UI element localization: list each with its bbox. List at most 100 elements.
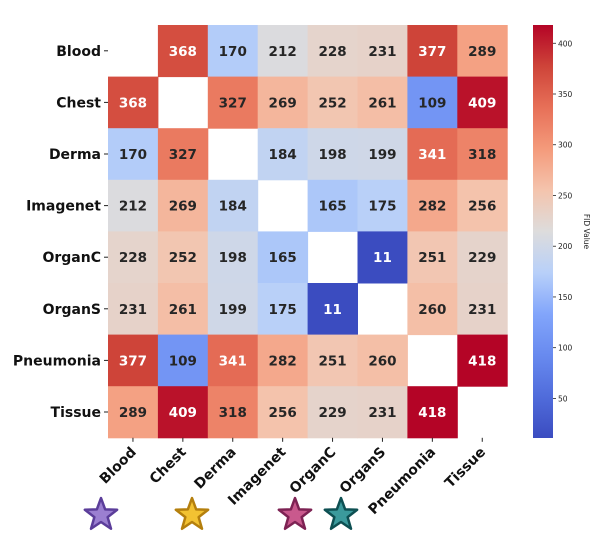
column-label: Derma	[191, 444, 239, 492]
cell-value-label: 175	[368, 199, 396, 215]
column-label: OrganC	[287, 444, 340, 497]
cell-value-label: 289	[119, 405, 147, 421]
cell-value-label: 231	[468, 302, 496, 318]
heatmap-cell	[407, 76, 458, 129]
cell-value-label: 260	[368, 353, 396, 369]
cell-value-label: 252	[169, 250, 197, 266]
cell-value-label: 199	[368, 147, 396, 163]
cell-value-label: 109	[169, 353, 197, 369]
cell-value-label: 260	[418, 302, 446, 318]
row-label: Imagenet	[26, 199, 101, 215]
cell-value-label: 289	[468, 44, 496, 60]
heatmap-cell	[257, 334, 309, 387]
cell-value-label: 165	[318, 199, 346, 215]
colorbar-tick-label: 200	[558, 242, 573, 251]
heatmap-cell	[207, 283, 259, 336]
cell-value-label: 261	[368, 95, 396, 111]
heatmap-cell	[457, 76, 508, 129]
colorbar-tick-label: 100	[558, 344, 573, 353]
row-label: OrganS	[43, 302, 101, 318]
heatmap-cell	[357, 25, 408, 78]
heatmap-cell	[257, 283, 309, 336]
cell-value-label: 318	[468, 147, 496, 163]
cell-value-label: 282	[269, 353, 297, 369]
heatmap-cell	[457, 231, 508, 284]
column-label: OrganS	[337, 444, 390, 497]
row-label: Tissue	[51, 405, 101, 421]
heatmap-cell	[108, 76, 159, 129]
cell-value-label: 231	[119, 302, 147, 318]
heatmap-cell	[207, 76, 259, 129]
heatmap-cell	[108, 231, 159, 284]
heatmap-cell	[357, 128, 408, 181]
heatmap-cell	[257, 231, 309, 284]
row-label: Derma	[49, 147, 101, 163]
cell-value-label: 341	[219, 353, 247, 369]
cell-value-label: 228	[318, 44, 346, 60]
star-icon	[83, 496, 119, 530]
heatmap-cell	[307, 179, 358, 232]
cell-value-label: 198	[219, 250, 247, 266]
cell-value-label: 282	[418, 199, 446, 215]
heatmap-cell	[108, 283, 159, 336]
row-label: Chest	[56, 95, 101, 111]
heatmap-cell	[457, 179, 508, 232]
cell-value-label: 199	[219, 302, 247, 318]
column-label: Blood	[97, 444, 140, 487]
heatmap-cell	[207, 179, 259, 232]
row-label: OrganC	[42, 250, 101, 266]
heatmap-cell	[257, 386, 309, 439]
cell-value-label: 377	[119, 353, 147, 369]
heatmap-cell	[307, 386, 358, 439]
cell-value-label: 318	[219, 405, 247, 421]
colorbar-tick-label: 350	[558, 90, 573, 99]
star-icon	[174, 496, 210, 530]
row-label: Pneumonia	[13, 353, 101, 369]
heatmap-cell	[157, 231, 209, 284]
heatmap-cell	[108, 334, 159, 387]
cell-value-label: 229	[318, 405, 346, 421]
heatmap-cell	[157, 179, 209, 232]
colorbar-bar	[533, 25, 553, 438]
cell-value-label: 327	[219, 95, 247, 111]
heatmap-cell	[207, 231, 259, 284]
cell-value-label: 418	[418, 405, 446, 421]
cell-value-label: 251	[318, 353, 346, 369]
colorbar-tick-label: 300	[558, 141, 573, 150]
row-label: Blood	[56, 44, 101, 60]
cell-value-label: 228	[119, 250, 147, 266]
cell-value-label: 170	[219, 44, 247, 60]
heatmap-cell	[457, 25, 508, 78]
heatmap-cell	[457, 128, 508, 181]
colorbar-tick-label: 150	[558, 293, 573, 302]
cell-value-label: 261	[169, 302, 197, 318]
heatmap-cell	[307, 25, 358, 78]
heatmap-cell	[357, 231, 408, 284]
cell-value-label: 212	[119, 199, 147, 215]
heatmap-cell	[108, 179, 159, 232]
heatmap-cell	[207, 386, 259, 439]
column-label: Chest	[147, 444, 190, 487]
cell-value-label: 269	[169, 199, 197, 215]
heatmap-cell	[307, 76, 358, 129]
heatmap-cells: 368 170 212 228 231 377 289 368 327 269 252 261 109 4…	[108, 25, 508, 439]
cell-value-label: 11	[323, 302, 342, 318]
cell-value-label: 256	[468, 199, 496, 215]
heatmap-cell	[357, 76, 408, 129]
cell-value-label: 341	[418, 147, 446, 163]
heatmap-cell	[357, 179, 408, 232]
column-label: Tissue	[442, 444, 489, 491]
heatmap-cell	[257, 76, 309, 129]
heatmap-cell	[307, 128, 358, 181]
heatmap-cell	[108, 386, 159, 439]
heatmap-cell	[307, 334, 358, 387]
cell-value-label: 109	[418, 95, 446, 111]
cell-value-label: 11	[373, 250, 392, 266]
cell-value-label: 327	[169, 147, 197, 163]
star-icon	[323, 496, 359, 530]
heatmap-cell	[157, 386, 209, 439]
heatmap-cell	[257, 128, 309, 181]
cell-value-label: 212	[269, 44, 297, 60]
cell-value-label: 409	[169, 405, 197, 421]
